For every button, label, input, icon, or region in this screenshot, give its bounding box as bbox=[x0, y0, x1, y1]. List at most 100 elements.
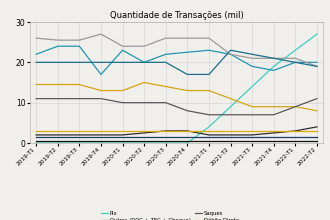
Cartão Pré-Pago bbox=[78, 134, 82, 136]
Line: Saques: Saques bbox=[36, 99, 317, 115]
Débito Direto bbox=[229, 130, 233, 132]
Débito Direto bbox=[120, 130, 124, 132]
Cartão de Crédito bbox=[34, 136, 38, 138]
Cartão de Crédito bbox=[78, 136, 82, 138]
TED bbox=[293, 61, 297, 64]
Pix bbox=[142, 142, 146, 144]
Cartão de Crédito bbox=[250, 136, 254, 138]
Saques bbox=[272, 114, 276, 116]
Cartão de Débito bbox=[142, 140, 146, 142]
Transferencias Intrabancarias bbox=[229, 97, 233, 100]
Saques bbox=[293, 105, 297, 108]
Boleto + Convênio bbox=[207, 73, 211, 76]
Cartão de Débito bbox=[229, 140, 233, 142]
Cartão de Crédito bbox=[142, 136, 146, 138]
Débito Direto bbox=[142, 130, 146, 132]
Saques bbox=[315, 97, 319, 100]
Pix bbox=[185, 142, 189, 144]
Boleto + Convênio bbox=[78, 61, 82, 64]
Cartão de Crédito bbox=[207, 136, 211, 138]
Cartão de Crédito bbox=[229, 136, 233, 138]
Line: Boleto + Convênio: Boleto + Convênio bbox=[36, 50, 317, 74]
Cartão de Débito bbox=[315, 140, 319, 142]
Transferencias Intrabancarias bbox=[99, 89, 103, 92]
Pix bbox=[99, 142, 103, 144]
Cartão de Crédito bbox=[315, 136, 319, 138]
Pix bbox=[207, 126, 211, 128]
Débito Direto bbox=[293, 130, 297, 132]
Cartão Pré-Pago bbox=[120, 134, 124, 136]
Outros (DOC + TEC + Cheque) bbox=[78, 39, 82, 41]
Cartão de Débito bbox=[185, 140, 189, 142]
Outros (DOC + TEC + Cheque) bbox=[120, 45, 124, 48]
Outros (DOC + TEC + Cheque) bbox=[207, 37, 211, 39]
Transferencias Intrabancarias bbox=[207, 89, 211, 92]
TED bbox=[56, 45, 60, 48]
TED bbox=[142, 61, 146, 64]
Débito Direto bbox=[164, 130, 168, 132]
Débito Direto bbox=[207, 130, 211, 132]
TED bbox=[78, 45, 82, 48]
Pix bbox=[120, 142, 124, 144]
Cartão Pré-Pago bbox=[293, 130, 297, 132]
Débito Direto bbox=[78, 130, 82, 132]
TED bbox=[229, 53, 233, 56]
Transferencias Intrabancarias bbox=[293, 105, 297, 108]
Boleto + Convênio bbox=[99, 61, 103, 64]
Pix bbox=[78, 142, 82, 144]
Cartão Pré-Pago bbox=[99, 134, 103, 136]
Cartão de Crédito bbox=[185, 136, 189, 138]
TED bbox=[99, 73, 103, 76]
Boleto + Convênio bbox=[315, 65, 319, 68]
Saques bbox=[78, 97, 82, 100]
Line: Cartão Pré-Pago: Cartão Pré-Pago bbox=[36, 127, 317, 135]
Cartão de Débito bbox=[99, 140, 103, 142]
Saques bbox=[142, 101, 146, 104]
TED bbox=[207, 49, 211, 51]
Transferencias Intrabancarias bbox=[34, 83, 38, 86]
Cartão Pré-Pago bbox=[185, 130, 189, 132]
Boleto + Convênio bbox=[164, 61, 168, 64]
Saques bbox=[99, 97, 103, 100]
Débito Direto bbox=[250, 130, 254, 132]
Cartão de Débito bbox=[78, 140, 82, 142]
Legend: Pix, Outros (DOC + TEC + Cheque), TED, Transferencias Intrabancarias, Cartão Pré: Pix, Outros (DOC + TEC + Cheque), TED, T… bbox=[98, 209, 255, 220]
Line: Outros (DOC + TEC + Cheque): Outros (DOC + TEC + Cheque) bbox=[36, 34, 317, 66]
Cartão Pré-Pago bbox=[229, 134, 233, 136]
Saques bbox=[250, 114, 254, 116]
Pix bbox=[164, 142, 168, 144]
Outros (DOC + TEC + Cheque) bbox=[315, 65, 319, 68]
Cartão de Débito bbox=[34, 140, 38, 142]
Pix bbox=[34, 142, 38, 144]
Transferencias Intrabancarias bbox=[56, 83, 60, 86]
TED bbox=[272, 69, 276, 72]
Line: Transferencias Intrabancarias: Transferencias Intrabancarias bbox=[36, 82, 317, 111]
Cartão de Débito bbox=[272, 140, 276, 142]
Cartão de Crédito bbox=[56, 136, 60, 138]
Boleto + Convênio bbox=[250, 53, 254, 56]
Title: Quantidade de Transações (mil): Quantidade de Transações (mil) bbox=[110, 11, 244, 20]
Cartão Pré-Pago bbox=[164, 130, 168, 132]
Pix bbox=[229, 105, 233, 108]
TED bbox=[120, 49, 124, 51]
Saques bbox=[185, 109, 189, 112]
Cartão de Crédito bbox=[99, 136, 103, 138]
Transferencias Intrabancarias bbox=[272, 105, 276, 108]
Boleto + Convênio bbox=[120, 61, 124, 64]
Cartão Pré-Pago bbox=[250, 134, 254, 136]
Boleto + Convênio bbox=[142, 61, 146, 64]
Outros (DOC + TEC + Cheque) bbox=[272, 57, 276, 60]
Débito Direto bbox=[272, 130, 276, 132]
Outros (DOC + TEC + Cheque) bbox=[185, 37, 189, 39]
Cartão Pré-Pago bbox=[56, 134, 60, 136]
Transferencias Intrabancarias bbox=[78, 83, 82, 86]
TED bbox=[250, 65, 254, 68]
Cartão de Crédito bbox=[272, 136, 276, 138]
Transferencias Intrabancarias bbox=[185, 89, 189, 92]
Outros (DOC + TEC + Cheque) bbox=[250, 57, 254, 60]
Débito Direto bbox=[315, 130, 319, 132]
Outros (DOC + TEC + Cheque) bbox=[56, 39, 60, 41]
Cartão de Débito bbox=[293, 140, 297, 142]
TED bbox=[315, 61, 319, 64]
Débito Direto bbox=[99, 130, 103, 132]
